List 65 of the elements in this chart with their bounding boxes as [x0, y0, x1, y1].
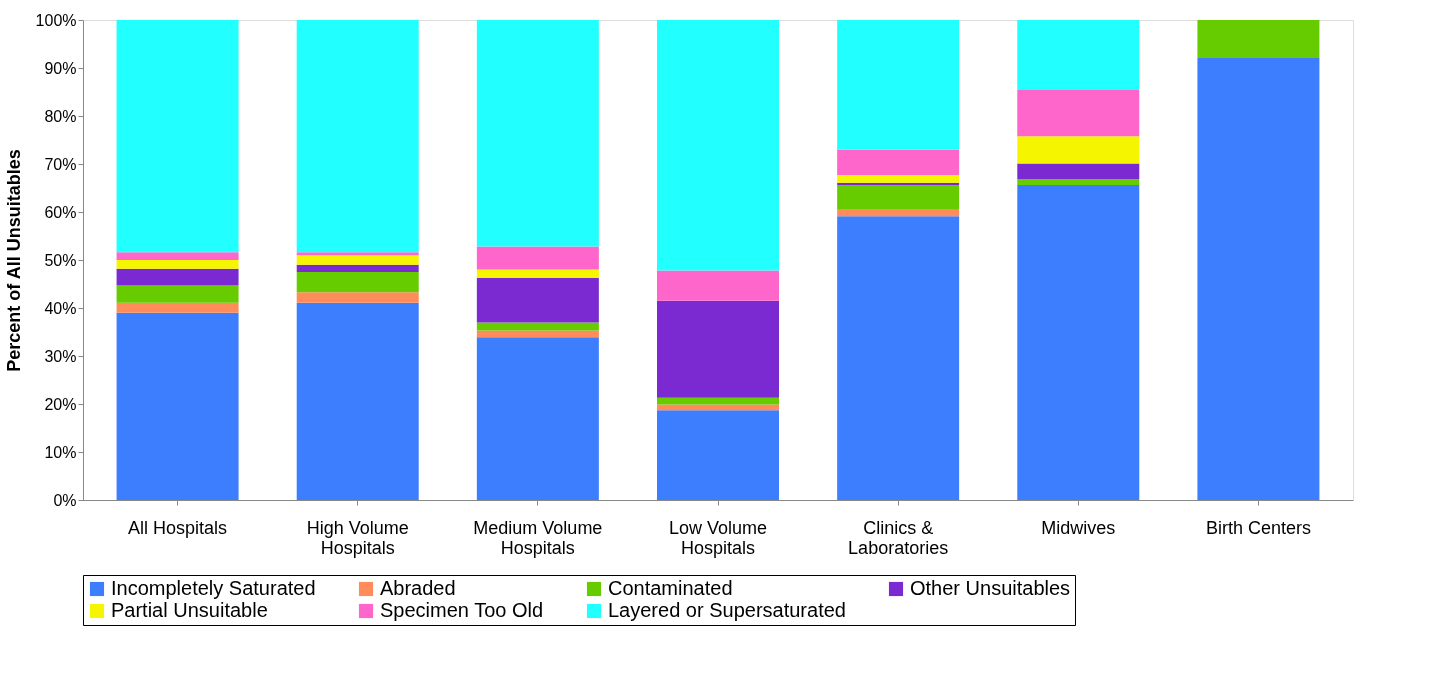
bar [116, 268, 239, 286]
x-tick-label: Low Volume Hospitals [668, 517, 768, 558]
bar [476, 322, 599, 331]
bar [476, 246, 599, 270]
y-tick-label: 60% [44, 203, 77, 221]
bar [657, 404, 779, 411]
legend-label: Layered or Supersaturated [608, 599, 846, 621]
legend-label: Other Unsuitables [910, 577, 1071, 599]
bar [296, 252, 419, 256]
bar [1017, 178, 1140, 186]
bar [116, 285, 239, 303]
bar [476, 20, 599, 247]
x-tick-label: Midwives [1041, 517, 1116, 538]
bar [657, 300, 779, 398]
bar [116, 260, 239, 269]
x-tick-label: Birth Centers [1205, 517, 1311, 538]
bar [657, 270, 779, 301]
bar [1197, 57, 1320, 500]
bar [296, 255, 419, 265]
bar [837, 175, 960, 183]
y-tick-label: 0% [53, 491, 77, 509]
bar [296, 264, 419, 272]
y-tick-label: 70% [44, 155, 77, 173]
bar [476, 277, 599, 323]
bar [116, 312, 239, 500]
bar [1017, 90, 1140, 137]
bar [1017, 136, 1140, 164]
bar [476, 269, 599, 278]
bar [657, 20, 779, 271]
bar [296, 292, 419, 303]
y-axis-title: Percent of All Unsuitables [3, 149, 24, 372]
bar [837, 149, 960, 176]
y-tick-label: 20% [44, 395, 77, 413]
y-tick-label: 30% [44, 347, 77, 365]
y-tick-label: 90% [44, 59, 77, 77]
bar [837, 216, 960, 500]
bar [1017, 185, 1140, 500]
legend-label: Partial Unsuitable [111, 599, 268, 621]
bar [1017, 20, 1140, 91]
bar [296, 272, 419, 293]
bar [837, 20, 960, 150]
bar [1197, 20, 1320, 58]
y-tick-label: 80% [44, 107, 77, 125]
bar [1017, 163, 1140, 179]
bar [476, 337, 599, 500]
y-tick-label: 100% [35, 11, 77, 29]
legend-label: Abraded [380, 577, 456, 599]
bar [837, 209, 960, 217]
x-tick-label: High Volume Hospitals [306, 517, 409, 558]
bar [116, 302, 239, 313]
bar [296, 302, 419, 500]
bar [116, 20, 239, 253]
legend-label: Contaminated [608, 577, 733, 599]
bar [296, 20, 419, 253]
x-tick-label: Medium Volume Hospitals [473, 517, 603, 558]
bar [116, 252, 239, 260]
y-tick-label: 40% [44, 299, 77, 317]
bar [657, 410, 779, 500]
x-tick-label: Clinics & Laboratories [848, 517, 949, 558]
y-tick-label: 50% [44, 251, 77, 269]
bar [837, 185, 960, 210]
x-tick-label: All Hospitals [128, 517, 228, 538]
legend-label: Specimen Too Old [380, 599, 544, 621]
y-tick-label: 10% [44, 443, 77, 461]
legend-label: Incompletely Saturated [111, 577, 316, 599]
